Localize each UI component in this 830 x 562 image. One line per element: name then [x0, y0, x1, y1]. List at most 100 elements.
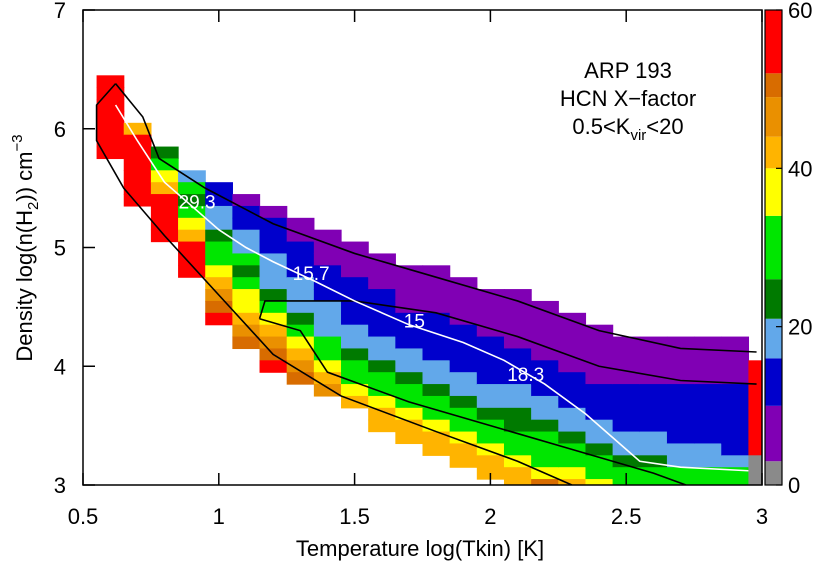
heat-cell: [612, 431, 641, 445]
heat-cell: [313, 360, 342, 373]
y-tick-label: 3: [54, 473, 66, 498]
heat-cell: [232, 265, 261, 278]
heat-cell: [666, 360, 695, 373]
y-label-text: Density log(n(H: [12, 210, 37, 362]
median-line: [114, 104, 749, 472]
heat-cell: [503, 395, 532, 409]
heat-cell: [232, 336, 261, 350]
heat-cell: [449, 289, 478, 302]
heat-cell: [395, 431, 424, 445]
heat-cell: [313, 229, 342, 243]
heat-cell: [666, 479, 695, 485]
median-label: 18.3: [507, 365, 544, 386]
heat-cell: [96, 134, 125, 148]
heat-cell: [531, 395, 559, 409]
heat-cell: [476, 384, 505, 397]
heat-cell: [585, 336, 614, 350]
heat-cell: [205, 277, 233, 290]
heat-cell: [123, 182, 152, 195]
heat-cell: [748, 443, 762, 456]
heat-cell: [558, 336, 587, 350]
heat-cell: [422, 324, 451, 338]
heat-cell: [666, 431, 695, 445]
heat-cell: [748, 360, 762, 373]
heat-cell: [449, 443, 478, 456]
heat-cell: [150, 182, 179, 195]
heat-cell: [205, 265, 233, 278]
colorbar-segment: [765, 279, 782, 319]
heat-cell: [748, 455, 762, 468]
heat-cell: [259, 324, 288, 338]
heat-cell: [721, 372, 750, 385]
heat-cell: [639, 384, 668, 397]
heat-cell: [694, 395, 722, 409]
heat-cell: [368, 336, 396, 350]
heat-cell: [612, 336, 641, 350]
heat-cell: [585, 455, 614, 468]
heat-cell: [395, 336, 424, 350]
heat-cell: [558, 312, 587, 326]
heat-cell: [368, 419, 396, 433]
heat-cell: [748, 479, 762, 485]
colorbar-tick-label: 20: [788, 315, 812, 340]
y-label-text: )) cm: [12, 152, 37, 202]
heat-cell: [476, 395, 505, 409]
heat-cell: [286, 348, 315, 361]
heat-cell: [232, 217, 261, 231]
heat-cell: [259, 360, 288, 373]
heat-cell: [503, 324, 532, 338]
heat-cell: [694, 467, 722, 480]
heat-cell: [395, 384, 424, 397]
x-tick-label: 2.5: [611, 504, 642, 529]
annotation-sub: vir: [630, 127, 646, 144]
heat-cell: [286, 312, 315, 326]
heat-cell: [259, 277, 288, 290]
heat-cell: [286, 217, 315, 231]
heat-cell: [748, 384, 762, 397]
heat-cell: [286, 253, 315, 266]
heat-cell: [449, 395, 478, 409]
heat-cell: [694, 455, 722, 468]
heat-cell: [259, 289, 288, 302]
heat-cell: [503, 479, 532, 485]
heat-cell: [368, 407, 396, 421]
annotation-text: 0.5<K: [572, 114, 630, 139]
heat-cell: [178, 217, 206, 231]
heat-cell: [721, 336, 750, 350]
heat-cell: [232, 253, 261, 266]
contour-line: [258, 300, 757, 385]
heat-cell: [531, 300, 559, 314]
heat-cell: [531, 431, 559, 445]
heat-cell: [558, 348, 587, 361]
heat-cell: [666, 336, 695, 350]
heat-cell: [232, 229, 261, 243]
heat-cell: [503, 443, 532, 456]
heat-cell: [395, 372, 424, 385]
heat-cell: [531, 443, 559, 456]
heat-cell: [232, 300, 261, 314]
heat-cell: [368, 265, 396, 278]
heat-cell: [422, 443, 451, 456]
heat-cell: [558, 431, 587, 445]
heat-cell: [422, 289, 451, 302]
heat-cell: [639, 443, 668, 456]
heat-cell: [205, 253, 233, 266]
heat-cell: [395, 348, 424, 361]
heat-cell: [748, 419, 762, 433]
heat-cell: [503, 431, 532, 445]
heat-cell: [341, 372, 369, 385]
heat-cell: [694, 384, 722, 397]
heat-cell: [612, 348, 641, 361]
colorbar-segment: [765, 168, 782, 216]
heat-cell: [612, 384, 641, 397]
heat-cell: [368, 289, 396, 302]
heat-cell: [232, 289, 261, 302]
x-tick-label: 0.5: [68, 504, 99, 529]
heat-cell: [205, 300, 233, 314]
heat-cell: [531, 312, 559, 326]
heat-cell: [96, 110, 125, 124]
heat-cell: [694, 443, 722, 456]
heat-cell: [422, 431, 451, 445]
heat-cell: [694, 407, 722, 421]
heat-cell: [449, 431, 478, 445]
